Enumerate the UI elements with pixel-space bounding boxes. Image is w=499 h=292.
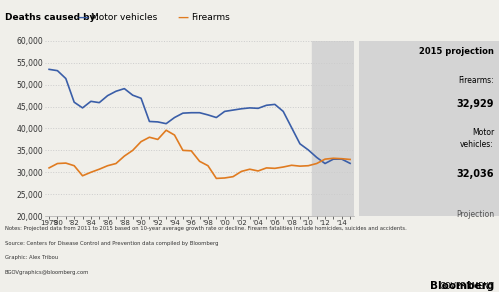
Text: Firearms:: Firearms: — [459, 76, 494, 85]
Text: GOVERNMENT: GOVERNMENT — [440, 260, 494, 291]
Text: —: — — [177, 13, 188, 23]
Text: BGOVgraphics@bloomberg.com: BGOVgraphics@bloomberg.com — [5, 270, 89, 275]
Text: Deaths caused by:: Deaths caused by: — [5, 13, 99, 22]
Bar — [312, 41, 354, 216]
Text: Graphic: Alex Tribou: Graphic: Alex Tribou — [5, 256, 58, 260]
Text: Notes: Projected data from 2011 to 2015 based on 10-year average growth rate or : Notes: Projected data from 2011 to 2015 … — [5, 226, 407, 231]
Text: Projection: Projection — [456, 210, 494, 219]
Text: 32,036: 32,036 — [457, 169, 494, 179]
Text: Bloomberg: Bloomberg — [430, 281, 494, 291]
Text: 2015 projection: 2015 projection — [419, 47, 494, 56]
Text: Motor vehicles: Motor vehicles — [91, 13, 158, 22]
Text: —: — — [77, 13, 88, 23]
Text: Source: Centers for Disease Control and Prevention data compiled by Bloomberg: Source: Centers for Disease Control and … — [5, 241, 219, 246]
Text: 32,929: 32,929 — [457, 99, 494, 109]
Text: Motor
vehicles:: Motor vehicles: — [460, 128, 494, 149]
Text: Firearms: Firearms — [191, 13, 230, 22]
